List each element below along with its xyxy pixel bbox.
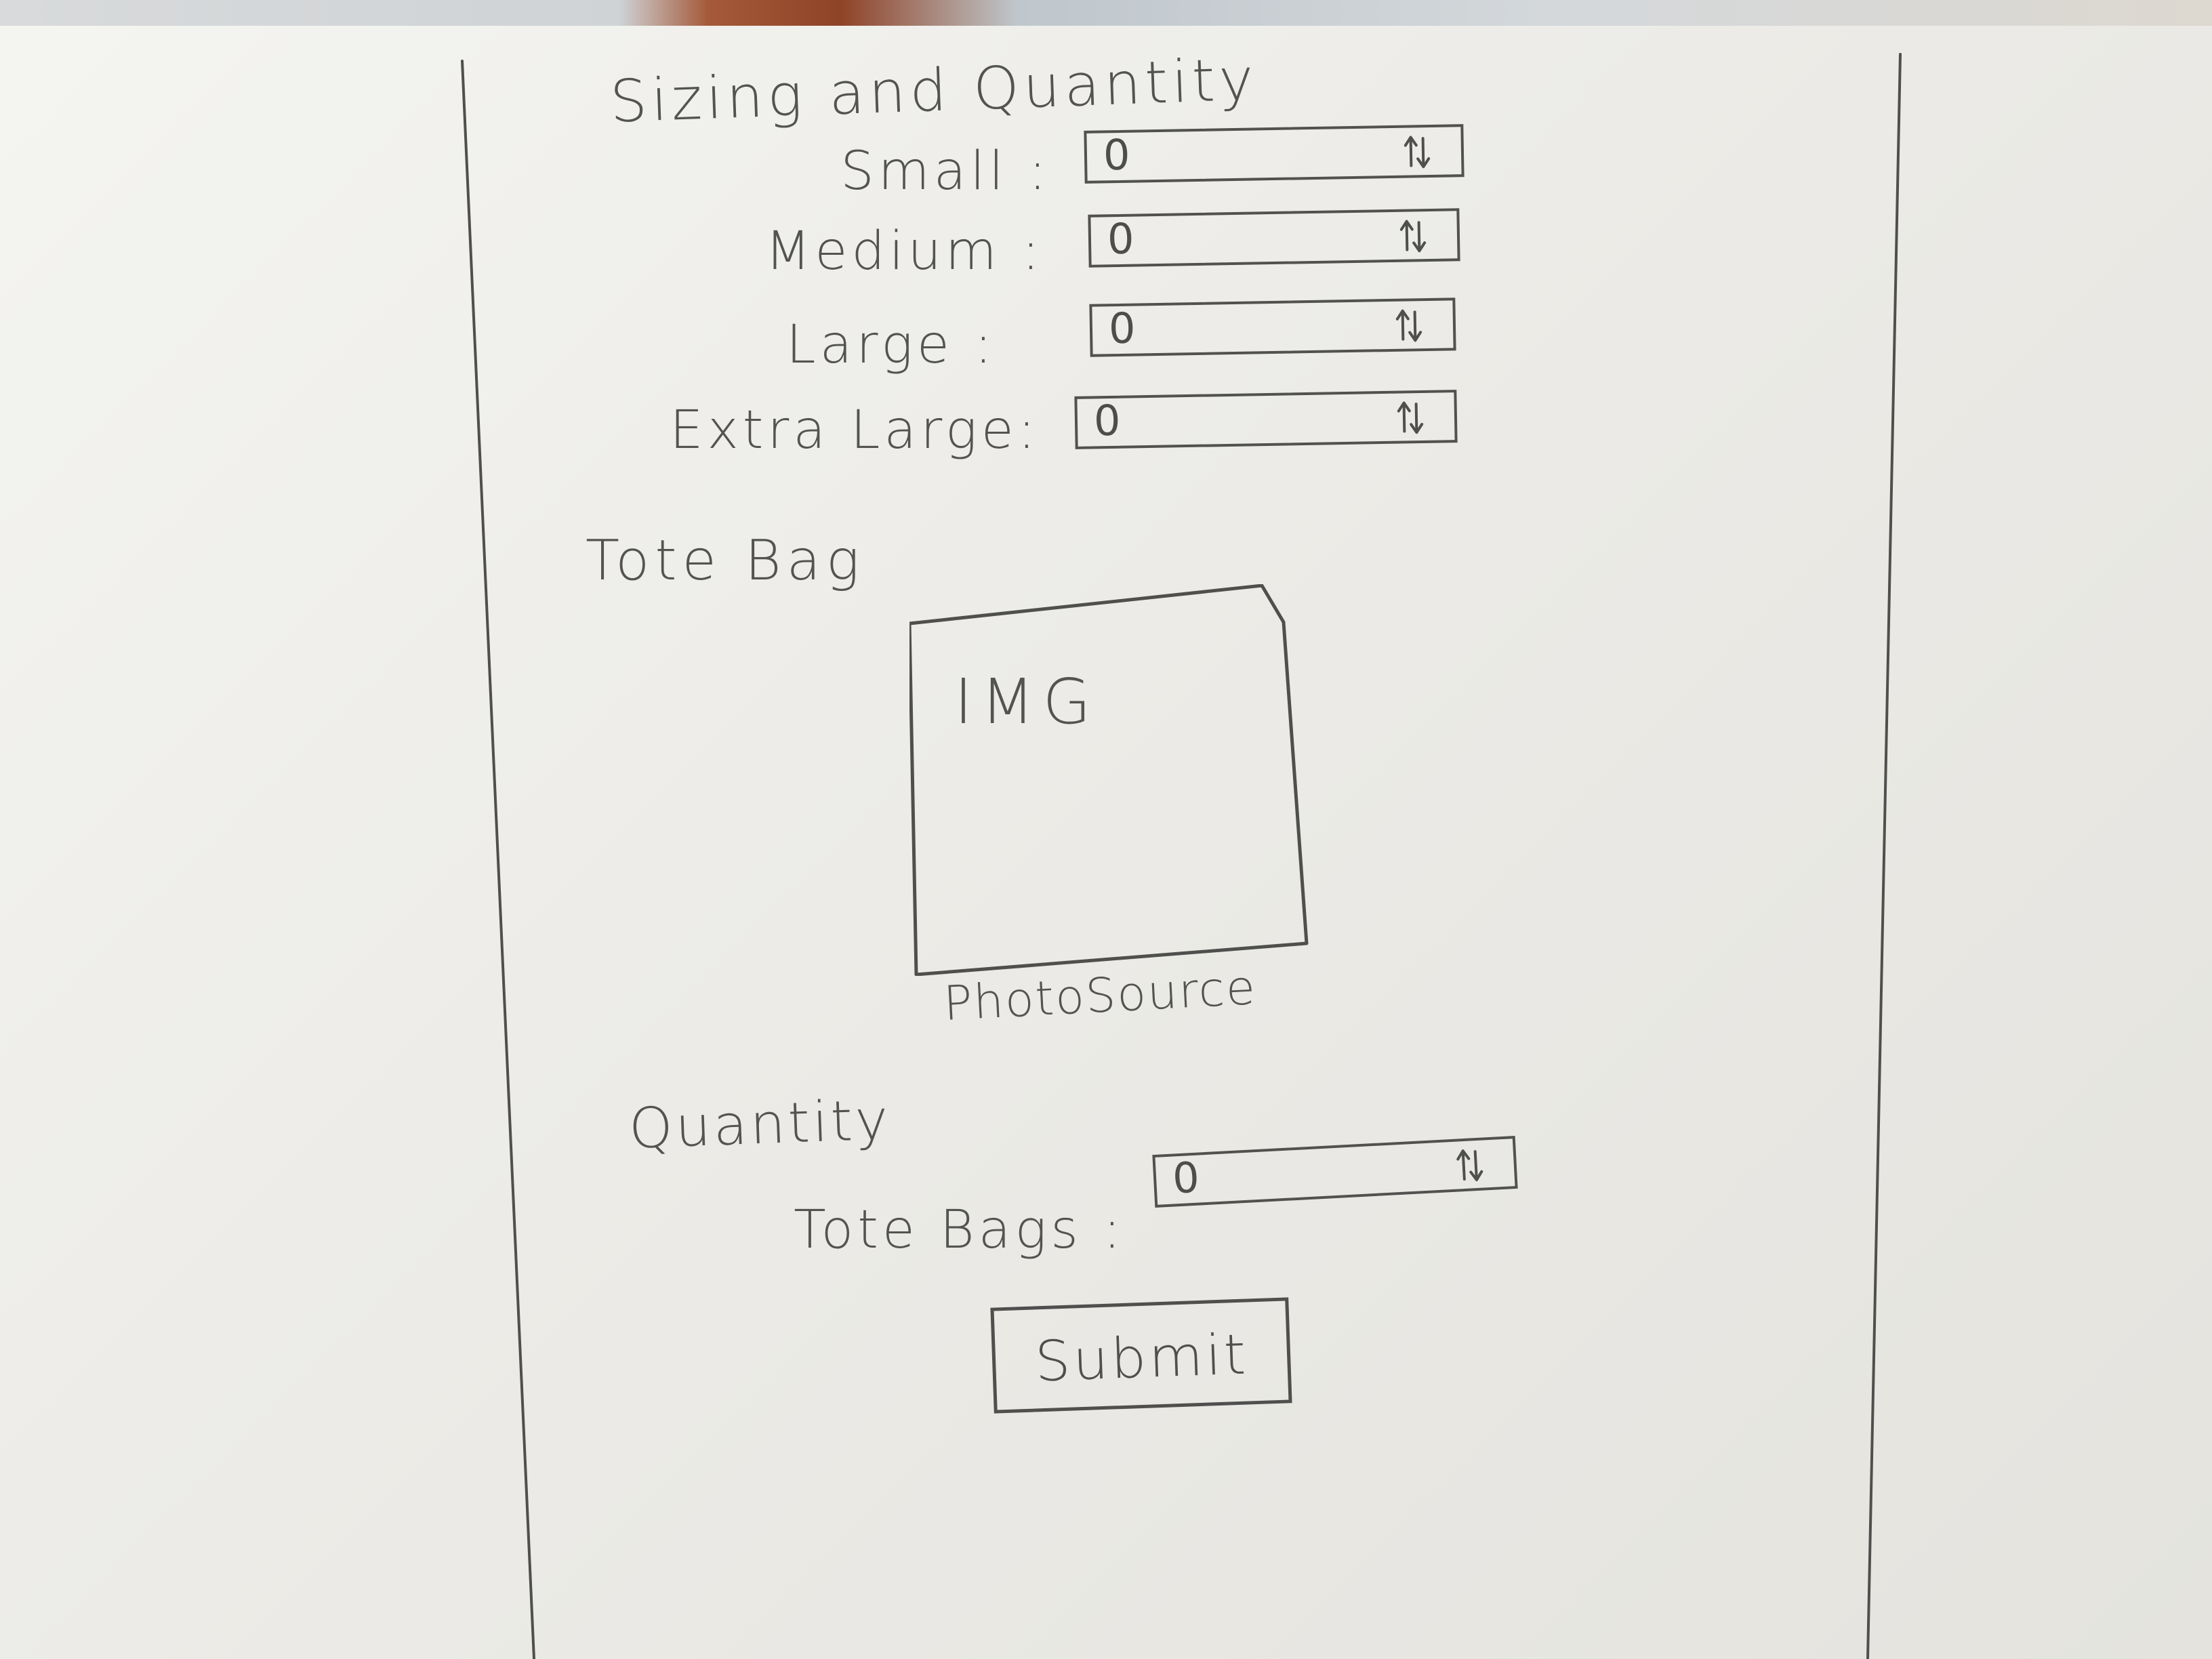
paper-sheet [0,26,2212,1659]
image-placeholder-outline [909,584,1309,976]
up-down-arrow-icon[interactable] [1393,305,1425,346]
desk-background [0,0,2212,30]
extra-large-quantity-input[interactable]: 0 [1074,390,1458,449]
medium-quantity-input[interactable]: 0 [1088,208,1460,268]
large-label: Large : [786,314,996,375]
up-down-arrow-icon[interactable] [1397,216,1429,257]
medium-label: Medium : [765,221,1044,282]
tote-bags-quantity-input[interactable]: 0 [1152,1136,1518,1208]
large-quantity-value: 0 [1108,303,1136,354]
quantity-title: Quantity [628,1088,892,1162]
small-quantity-input[interactable]: 0 [1084,124,1465,184]
small-label: Small : [840,141,1050,202]
tote-bags-label: Tote Bags : [794,1200,1125,1261]
up-down-arrow-icon[interactable] [1453,1144,1486,1186]
extra-large-quantity-value: 0 [1093,395,1122,446]
medium-quantity-value: 0 [1107,213,1135,264]
submit-button[interactable]: Submit [990,1297,1292,1414]
tote-bags-quantity-value: 0 [1171,1152,1201,1204]
small-quantity-value: 0 [1103,129,1131,180]
image-placeholder-label: IMG [954,665,1099,738]
extra-large-label: Extra Large: [670,400,1040,461]
up-down-arrow-icon[interactable] [1401,131,1433,173]
submit-button-label: Submit [1033,1322,1250,1395]
tote-bag-image-placeholder [909,584,1309,976]
up-down-arrow-icon[interactable] [1394,397,1426,438]
large-quantity-input[interactable]: 0 [1089,298,1456,357]
tote-bag-title: Tote Bag [586,529,865,593]
